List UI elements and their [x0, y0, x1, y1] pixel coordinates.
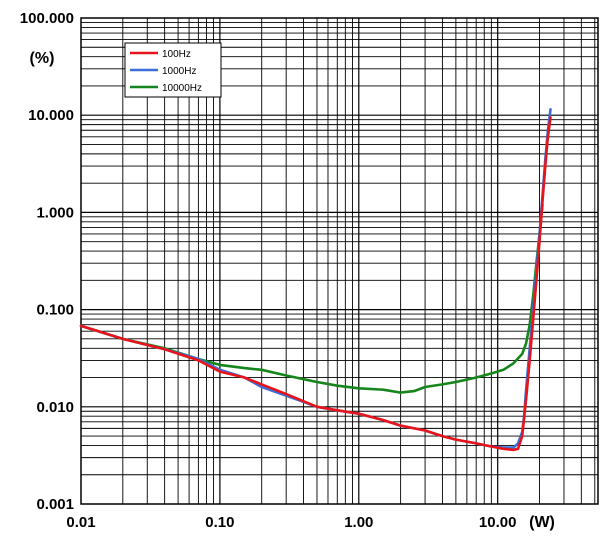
legend-label-10000hz: 10000Hz [162, 83, 202, 94]
y-tick-label: 0.010 [36, 399, 74, 416]
y-tick-label: 10.000 [28, 107, 74, 124]
x-tick-label: 1.00 [344, 514, 373, 531]
x-tick-label: 0.01 [66, 514, 95, 531]
legend-label-100hz: 100Hz [162, 49, 191, 60]
x-tick-label: 0.10 [205, 514, 234, 531]
plot-frame [80, 17, 599, 505]
legend-label-1000hz: 1000Hz [162, 66, 196, 77]
series-lines [79, 108, 552, 452]
x-axis-unit-label: (W) [529, 514, 555, 531]
grid [81, 18, 598, 504]
y-tick-label: 100.000 [20, 10, 74, 27]
x-tick-label: 10.00 [479, 514, 517, 531]
y-tick-label: 0.001 [36, 496, 74, 513]
series-line-10000hz [79, 203, 544, 394]
axis-tick-labels: 0.01 0.10 1.00 10.00 0.001 0.010 0.100 1.000 10.… [20, 10, 517, 531]
series-line-1000hz [79, 108, 552, 449]
y-axis-unit-label: (%) [30, 50, 55, 67]
series-line-100hz [79, 116, 552, 452]
y-tick-label: 1.000 [36, 204, 74, 221]
y-tick-label: 0.100 [36, 302, 74, 319]
legend: 100Hz 1000Hz 10000Hz [124, 42, 222, 98]
